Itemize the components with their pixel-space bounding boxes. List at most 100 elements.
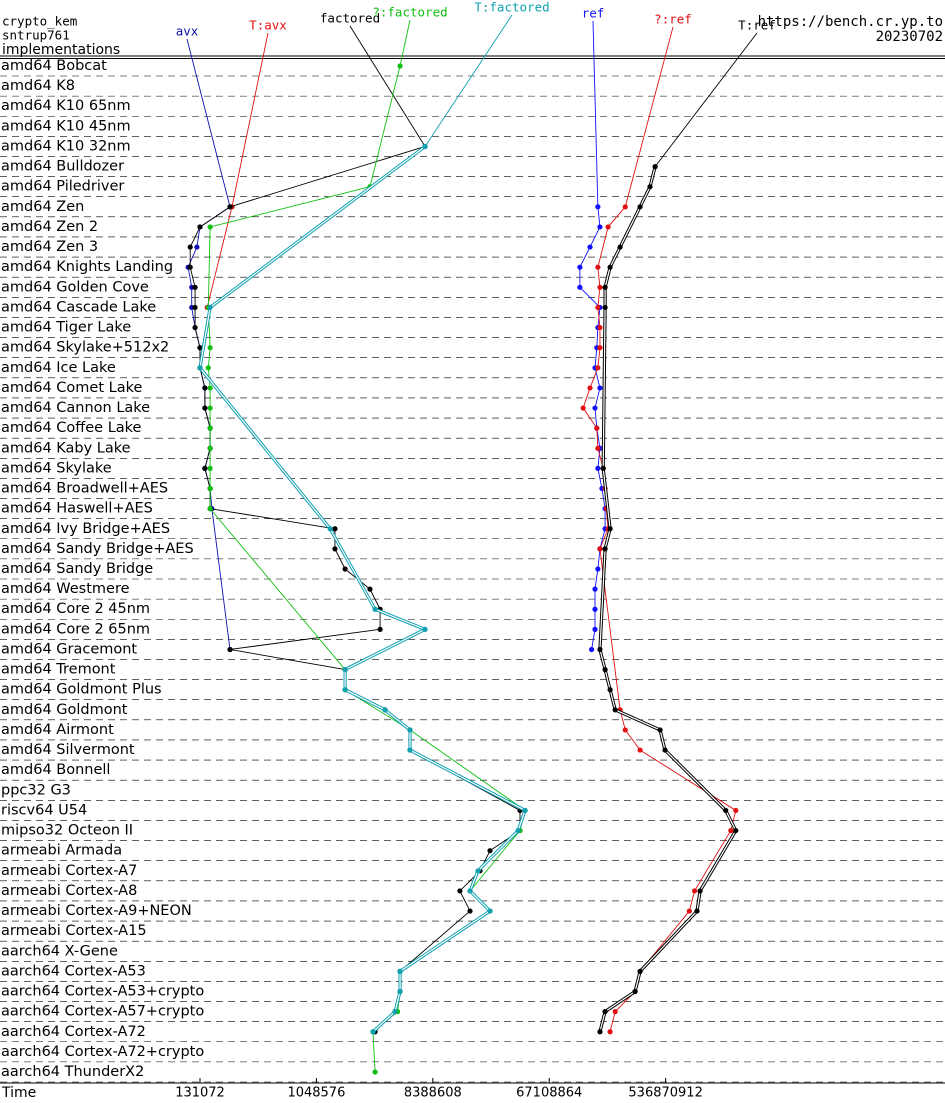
series-segment-inner [604,669,611,690]
data-point [522,807,528,814]
series-segment [597,287,601,308]
data-point [595,566,601,572]
data-point [205,365,211,371]
legend-leader [349,25,426,147]
row-label: aarch64 Cortex-A53 [1,963,146,979]
data-point [487,848,493,854]
x-axis-label: Time [1,1085,36,1101]
row-label: amd64 Ivy Bridge+AES [1,521,170,537]
row-label: amd64 Sandy Bridge [1,561,153,577]
series-segment [187,246,198,268]
legend-label: ?:ref [654,12,692,27]
series-segment [369,588,381,610]
series-segment [594,407,598,429]
row-label: amd64 Airmont [1,722,114,738]
data-point [207,224,213,230]
data-point [597,1029,603,1035]
data-point [632,988,638,995]
series-segment-inner [639,186,651,208]
series-segment [469,830,521,892]
series-segment [191,307,196,328]
series-segment [204,407,211,429]
legend-leader [624,26,674,207]
row-label: aarch64 Cortex-A72 [1,1024,146,1040]
series-segment [694,830,732,892]
data-point [407,727,413,733]
series-segment [597,448,601,469]
row-label: amd64 Piledriver [1,179,124,195]
row-label: amd64 Cascade Lake [1,299,156,315]
data-point [647,184,653,190]
series-segment [194,327,201,348]
data-point [227,204,233,210]
data-point [597,646,603,653]
x-tick-label: 1048576 [287,1086,345,1101]
data-point [597,385,603,391]
series-segment [730,810,737,831]
data-point [207,405,213,411]
series-segment [210,508,336,530]
series-segment [196,226,201,248]
series-segment [639,749,737,811]
series-segment-inner [477,830,519,872]
row-label: amd64 Core 2 45nm [1,601,150,617]
series-segment [597,206,601,228]
data-point [457,888,463,894]
series-segment [579,246,591,268]
series-segment [589,226,601,248]
series-segment-inner [344,628,426,671]
row-label: amd64 K8 [1,78,75,94]
series-segment-inner [199,307,211,368]
data-point [622,727,628,733]
series-segment [409,729,526,811]
legend-label: ref [582,6,605,21]
data-point [662,747,668,753]
data-point [728,827,734,834]
data-point [595,365,601,371]
row-label: amd64 Kaby Lake [1,440,131,456]
row-label: amd64 Goldmont Plus [1,682,162,698]
data-point [597,345,603,351]
row-label: armeabi Cortex-A15 [1,923,147,939]
series-segment-inner [614,709,661,731]
row-label: amd64 K10 65nm [1,98,131,114]
data-point [467,908,473,914]
y-axis-label: implementations [2,42,120,58]
series-segment-inner [517,810,526,831]
data-point [595,304,601,311]
series-segment [187,267,193,288]
data-point [197,345,203,351]
data-point [588,646,595,653]
data-point [597,324,603,331]
x-tick-label: 131072 [175,1086,225,1101]
data-point [515,827,521,834]
series-segment-inner [199,367,331,530]
data-point [197,224,203,230]
row-label: riscv64 U54 [1,802,87,818]
series-segment-inner [374,608,426,630]
row-label: mipso32 Octeon II [1,823,133,839]
data-point [652,164,658,170]
data-point [207,304,213,311]
legend-label: T:avx [249,18,287,33]
data-point [605,224,611,230]
data-point [187,264,193,270]
row-label: amd64 Knights Landing [1,259,173,275]
data-point [595,465,601,471]
series-segment-inner [599,1011,606,1032]
data-point [207,485,213,492]
series-segment-inner [604,267,611,288]
data-point [382,707,388,713]
series-segment [189,267,196,288]
series-segment-inner [619,206,641,248]
series-segment-inner [394,991,401,1012]
data-point [602,284,608,290]
x-tick-label: 536870912 [628,1086,702,1101]
row-label: amd64 Gracemont [1,641,137,657]
data-point [595,264,601,270]
data-point [637,747,643,753]
data-point [342,566,348,572]
data-point [207,345,213,351]
series-segment [594,347,598,368]
series-segment [597,347,601,368]
